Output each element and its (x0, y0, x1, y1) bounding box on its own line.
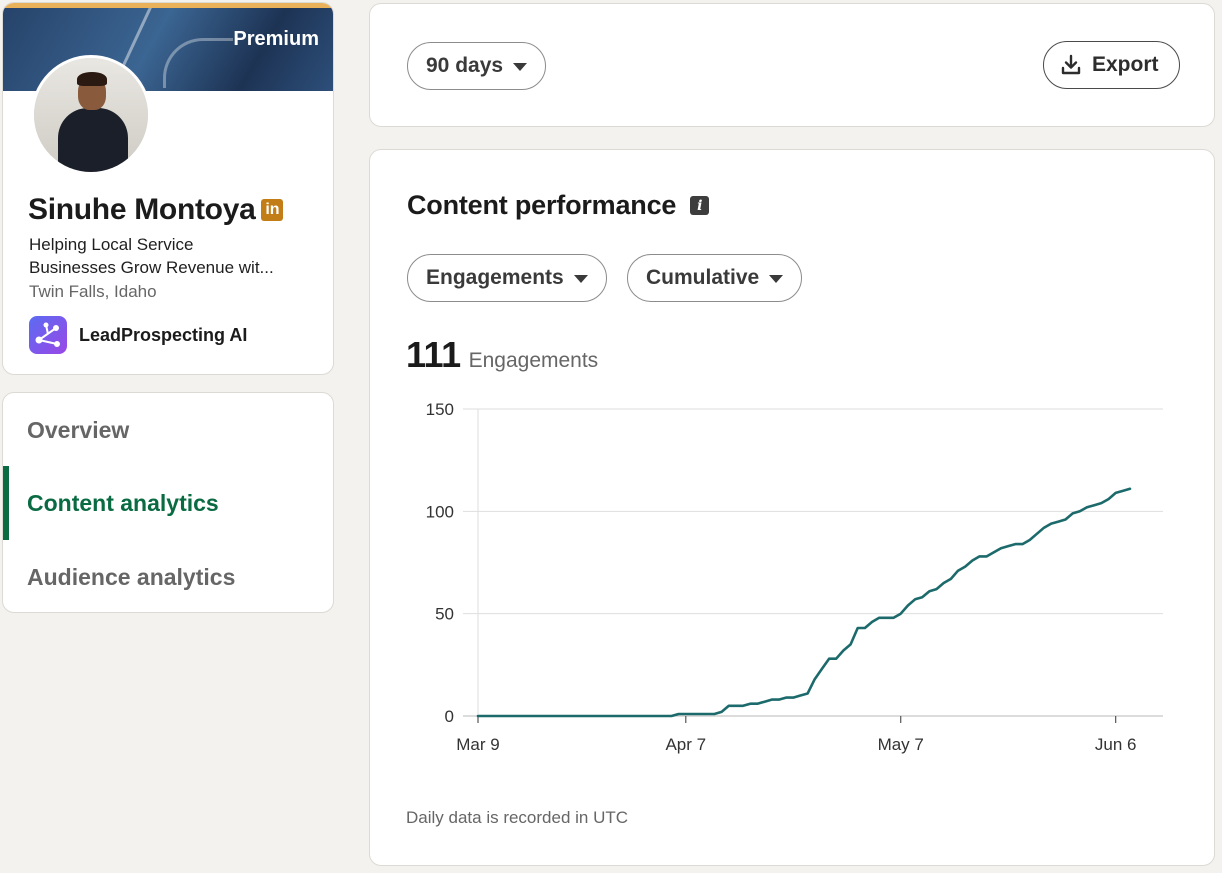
profile-name[interactable]: Sinuhe Montoya (28, 193, 256, 226)
analytics-nav: Overview Content analytics Audience anal… (2, 392, 334, 613)
section-title: Content performance (407, 190, 677, 220)
nav-item-content-analytics[interactable]: Content analytics (3, 466, 333, 540)
chart-axes (463, 409, 1163, 717)
y-tick-label: 50 (435, 605, 454, 624)
summary-value: 111 (406, 334, 461, 375)
profile-headline: Helping Local Service Businesses Grow Re… (29, 233, 319, 279)
aggregation-label: Cumulative (646, 266, 760, 289)
date-range-label: 90 days (426, 54, 504, 77)
avatar[interactable] (31, 55, 151, 175)
profile-location: Twin Falls, Idaho (29, 282, 157, 301)
premium-badge: Premium (233, 28, 319, 50)
aggregation-dropdown[interactable]: Cumulative (627, 254, 803, 302)
y-axis-ticks: 0 50 100 150 (426, 400, 454, 726)
summary-label: Engagements (468, 349, 599, 372)
profile-card: Premium Sinuhe Montoya in Helping Local … (2, 2, 334, 375)
engagements-series-line[interactable] (476, 487, 1132, 718)
footnote: Daily data is recorded in UTC (406, 808, 629, 827)
x-tick-label: Apr 7 (665, 735, 706, 754)
caret-down-icon (513, 63, 528, 71)
linkedin-badge-icon: in (261, 199, 284, 221)
nav-item-overview[interactable]: Overview (27, 416, 130, 443)
engagements-line-chart[interactable]: 0 50 100 150 Mar 9 Apr 7 May 7 Jun 6 (370, 380, 1216, 790)
company-name: LeadProspecting AI (79, 324, 248, 345)
metric-summary: 111 Engagements (406, 334, 598, 376)
metric-dropdown[interactable]: Engagements (407, 254, 607, 302)
company-link[interactable]: LeadProspecting AI (29, 316, 247, 354)
chart-gridlines (463, 408, 1163, 615)
nav-item-audience-analytics[interactable]: Audience analytics (27, 563, 236, 590)
content-performance-card: Content performance i Engagements Cumula… (369, 149, 1215, 866)
y-tick-label: 100 (426, 502, 454, 521)
x-axis-ticks: Mar 9 Apr 7 May 7 Jun 6 (456, 716, 1136, 754)
x-tick-label: Jun 6 (1095, 735, 1137, 754)
network-nodes-icon (29, 316, 67, 354)
controls-card: 90 days Export (369, 3, 1215, 127)
metric-label: Engagements (426, 266, 564, 289)
date-range-dropdown[interactable]: 90 days (407, 42, 547, 90)
download-icon (1060, 54, 1082, 76)
caret-down-icon (573, 275, 588, 283)
chart-series (476, 487, 1132, 718)
x-tick-label: Mar 9 (456, 735, 499, 754)
y-tick-label: 150 (426, 400, 454, 419)
caret-down-icon (769, 275, 784, 283)
headline-line-2: Businesses Grow Revenue wit... (29, 258, 274, 277)
headline-line-1: Helping Local Service (29, 235, 194, 254)
export-button[interactable]: Export (1043, 41, 1180, 89)
export-label: Export (1092, 53, 1159, 76)
info-icon[interactable]: i (690, 196, 710, 215)
x-tick-label: May 7 (878, 735, 924, 754)
y-tick-label: 0 (445, 707, 454, 726)
